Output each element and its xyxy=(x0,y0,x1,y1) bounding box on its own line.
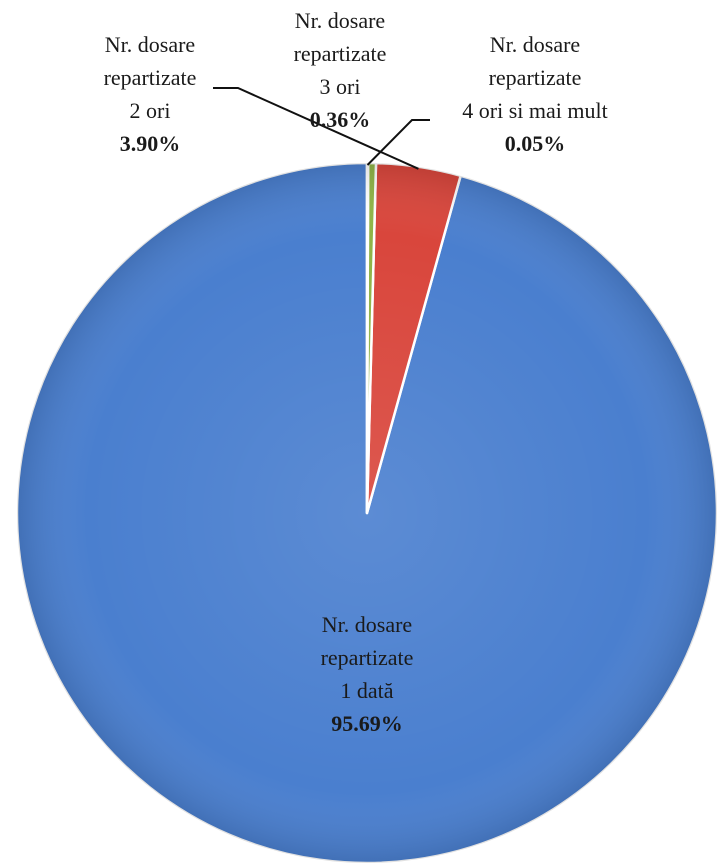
data-label-slice-1: Nr. dosare repartizate 1 dată 95.69% xyxy=(321,612,414,736)
data-label-name-line: 1 dată xyxy=(340,678,393,703)
data-label-name-line: repartizate xyxy=(104,65,197,90)
data-label-name-line: repartizate xyxy=(294,41,387,66)
data-label-slice-4: Nr. dosare repartizate 4 ori si mai mult 0.… xyxy=(462,32,607,156)
data-label-value: 3.90% xyxy=(120,131,181,156)
data-label-name-line: Nr. dosare xyxy=(490,32,580,57)
data-label-name-line: Nr. dosare xyxy=(105,32,195,57)
data-label-name-line: 2 ori xyxy=(130,98,171,123)
slices-layer xyxy=(15,161,719,865)
data-label-name-line: repartizate xyxy=(489,65,582,90)
data-label-value: 95.69% xyxy=(331,711,403,736)
leader-lines xyxy=(213,87,430,170)
data-label-name-line: Nr. dosare xyxy=(295,8,385,33)
data-label-name-line: 3 ori xyxy=(320,74,361,99)
data-label-value: 0.36% xyxy=(310,107,371,132)
data-label-name-line: repartizate xyxy=(321,645,414,670)
leader-line-slice-2 xyxy=(213,87,419,170)
data-label-slice-2: Nr. dosare repartizate 2 ori 3.90% xyxy=(104,32,197,156)
data-label-value: 0.05% xyxy=(505,131,566,156)
pie-slice-4 xyxy=(365,161,370,515)
leader-line-slice-4 xyxy=(366,119,430,166)
data-label-slice-3: Nr. dosare repartizate 3 ori 0.36% xyxy=(294,8,387,132)
data-label-name-line: Nr. dosare xyxy=(322,612,412,637)
data-label-name-line: 4 ori si mai mult xyxy=(462,98,607,123)
